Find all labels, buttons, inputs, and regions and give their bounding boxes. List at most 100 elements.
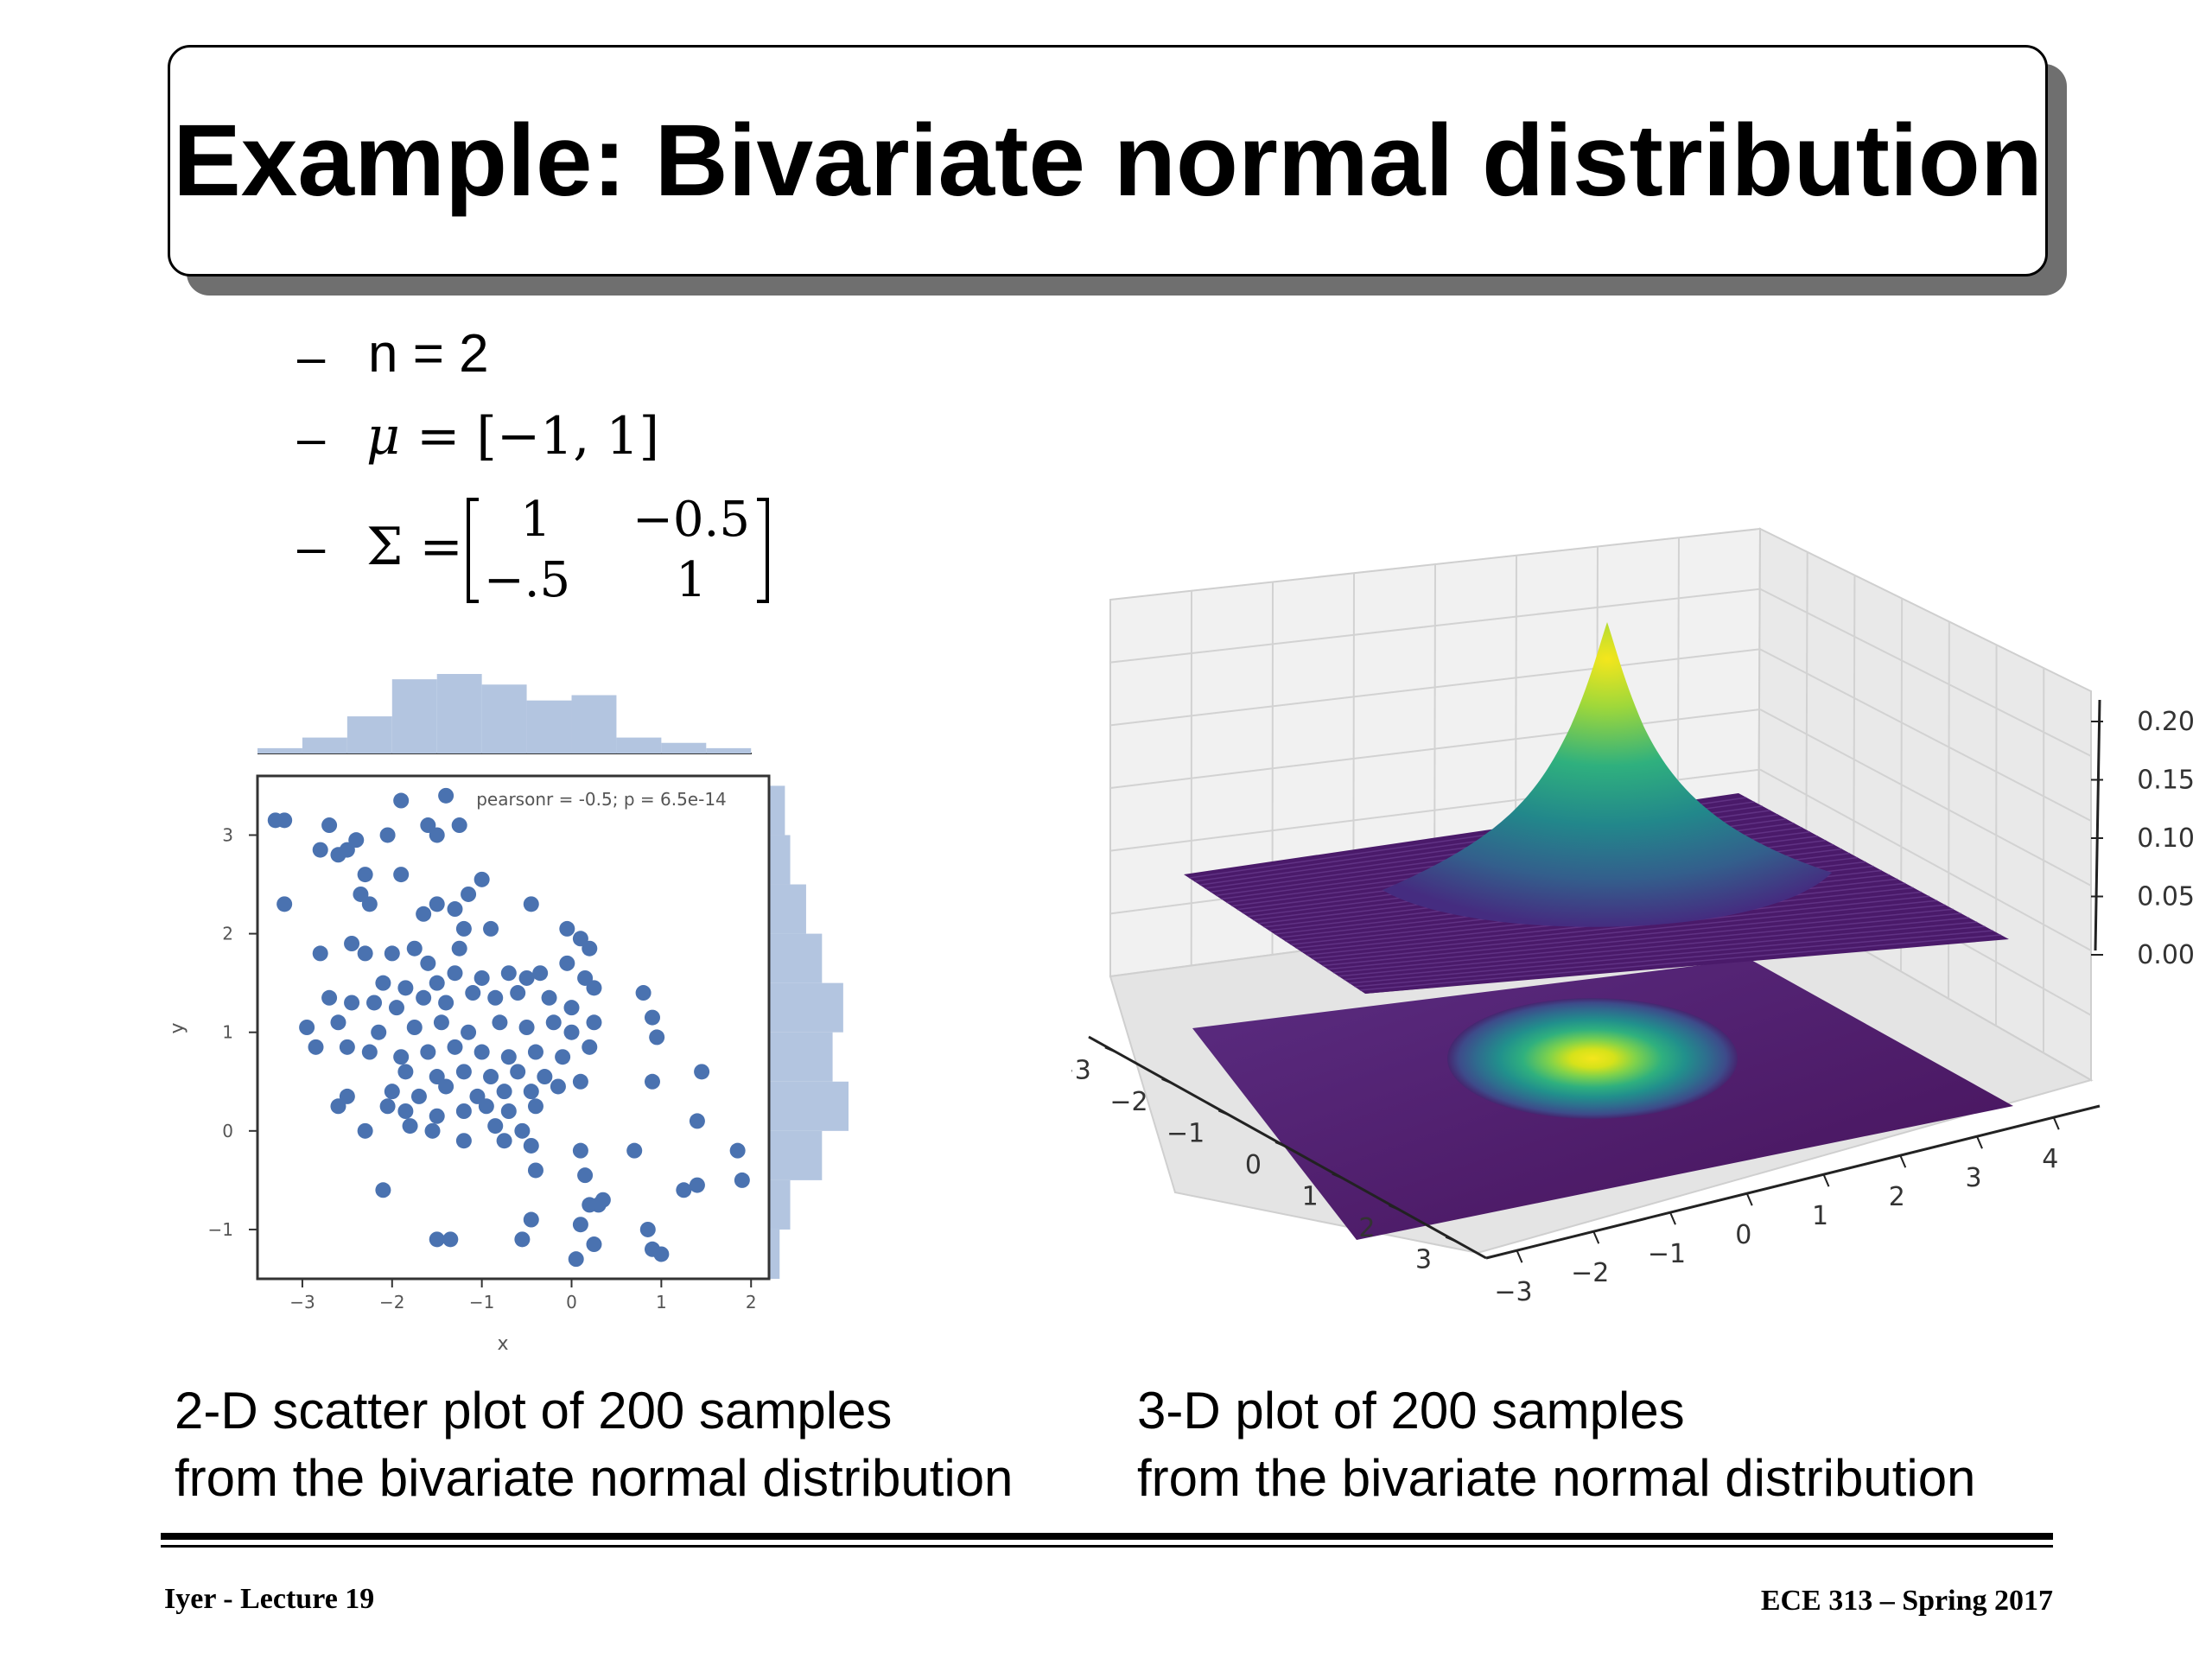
scatter-point: [299, 1020, 315, 1035]
scatter-point: [402, 1118, 418, 1135]
y3d-tick: [1445, 1236, 1459, 1243]
scatter-point: [563, 1000, 580, 1016]
scatter-point: [357, 945, 373, 962]
scatter-point: [406, 1020, 423, 1035]
left-caption: 2-D scatter plot of 200 samples from the…: [175, 1377, 1013, 1512]
scatter-point: [500, 1049, 517, 1065]
z-tick-label: 0.20: [2137, 707, 2195, 737]
scatter-point: [397, 1064, 414, 1080]
marginal-x-bar: [526, 700, 572, 753]
slide-title: Example: Bivariate normal distribution: [173, 104, 2043, 218]
scatter-point: [582, 940, 598, 957]
scatter-point: [487, 1118, 504, 1135]
scatter-point: [406, 940, 423, 957]
scatter-point: [361, 896, 378, 912]
x-tick-label: −1: [469, 1292, 494, 1313]
bullet-dash: –: [297, 329, 326, 385]
x3d-tick: [1976, 1135, 1983, 1149]
scatter-point: [689, 1113, 705, 1129]
marginal-y-bar: [769, 1081, 849, 1131]
x3d-tick: [1669, 1211, 1676, 1225]
scatter-point: [559, 955, 575, 971]
scatter-point: [586, 980, 602, 996]
scatter-point: [447, 901, 463, 918]
z-tick-label: 0.10: [2137, 823, 2195, 854]
scatter-point: [429, 827, 445, 843]
y3d-tick-label: 3: [1415, 1245, 1432, 1275]
mu-value: [−1, 1]: [476, 406, 660, 467]
marginal-x-histogram: [257, 674, 752, 754]
mesh-line: [1312, 895, 1930, 960]
mesh-line: [1327, 908, 1954, 970]
scatter-point: [527, 1044, 543, 1060]
scatter-point: [424, 1122, 441, 1139]
scatter-point: [586, 1014, 602, 1031]
marginal-y-bar: [769, 785, 785, 836]
scatter-point: [582, 1039, 598, 1055]
x3d-tick-label: −3: [1494, 1277, 1532, 1307]
scatter-point: [514, 1122, 531, 1139]
scatter-point: [455, 920, 472, 937]
footer-rule-thin: [161, 1545, 2053, 1548]
scatter-point: [357, 867, 373, 883]
right-caption-line-2: from the bivariate normal distribution: [1137, 1449, 1976, 1507]
scatter-point: [514, 1231, 531, 1248]
scatter-point: [455, 1133, 472, 1149]
scatter-point: [438, 995, 454, 1011]
scatter-point: [339, 1039, 355, 1055]
right-caption: 3-D plot of 200 samples from the bivaria…: [1137, 1377, 1975, 1512]
scatter-point: [397, 1103, 414, 1119]
scatter-point: [438, 787, 454, 804]
scatter-point: [523, 1137, 539, 1154]
scatter-point: [644, 1009, 660, 1026]
marginal-x-bar: [661, 742, 707, 753]
scatter-point: [729, 1142, 746, 1159]
marginal-y-bar: [769, 982, 843, 1033]
scatter-point: [379, 1098, 396, 1115]
scatter-point: [639, 1221, 656, 1237]
scatter-point: [461, 1024, 477, 1040]
bullet-mu: μ = [−1, 1]: [366, 406, 659, 467]
scatter-axes: −3 −2 −1 0 1 2 3 2 1 0 −1: [208, 824, 757, 1313]
scatter-point: [555, 1049, 571, 1065]
matrix-right-bracket: [757, 498, 769, 603]
scatter-point: [496, 1084, 512, 1100]
scatter-point: [496, 1133, 512, 1149]
scatter-point: [545, 1014, 562, 1031]
scatter-point: [353, 886, 369, 902]
marginal-x-bar: [616, 737, 662, 753]
grid-line: [1759, 709, 2092, 887]
scatter-point: [510, 985, 526, 1001]
scatter-point: [676, 1182, 692, 1198]
y3d-tick-label: −3: [1071, 1055, 1091, 1085]
scatter-point: [416, 906, 432, 922]
scatter-point: [388, 1000, 404, 1016]
x3d-tick: [1822, 1173, 1830, 1187]
mesh-line: [1322, 904, 1946, 967]
scatter-point: [312, 842, 328, 858]
x-tick-label: −2: [379, 1292, 404, 1313]
scatter-point: [541, 989, 557, 1006]
marginal-y-bar: [769, 933, 823, 983]
scatter-point: [429, 1108, 445, 1124]
marginal-x-bar: [302, 737, 347, 753]
scatter-point: [563, 1024, 580, 1040]
bullet-dash: –: [297, 410, 326, 467]
grid-line: [1759, 648, 2092, 822]
y3d-tick: [1389, 1205, 1402, 1212]
sigma-matrix: 1 −0.5 −.5 1: [467, 494, 769, 607]
scatter-point: [384, 945, 400, 962]
scatter-point: [321, 817, 338, 834]
x3d-tick-label: −2: [1571, 1258, 1609, 1288]
scatter-point: [429, 1069, 445, 1085]
matrix-left-bracket: [467, 498, 479, 603]
marginal-x-bar: [257, 747, 302, 753]
marginal-x-bar: [706, 747, 752, 753]
scatter-point: [361, 1044, 378, 1060]
scatter-point: [492, 1014, 508, 1031]
scatter-point: [451, 817, 467, 834]
scatter-point: [483, 1069, 499, 1085]
scatter-point: [653, 1246, 670, 1262]
y3d-tick: [1104, 1046, 1118, 1054]
scatter-point: [397, 980, 414, 996]
